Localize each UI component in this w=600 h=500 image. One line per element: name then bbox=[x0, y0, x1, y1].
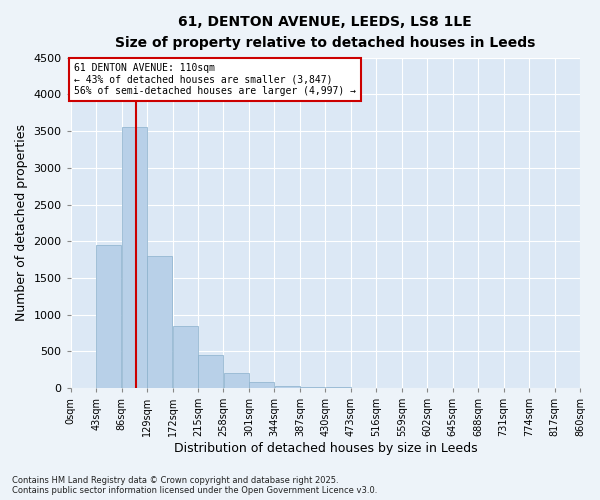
Bar bbox=[249, 382, 274, 388]
Text: 61 DENTON AVENUE: 110sqm
← 43% of detached houses are smaller (3,847)
56% of sem: 61 DENTON AVENUE: 110sqm ← 43% of detach… bbox=[74, 63, 356, 96]
Bar bbox=[224, 374, 249, 388]
Title: 61, DENTON AVENUE, LEEDS, LS8 1LE
Size of property relative to detached houses i: 61, DENTON AVENUE, LEEDS, LS8 1LE Size o… bbox=[115, 15, 536, 50]
Bar bbox=[97, 245, 121, 388]
Bar bbox=[198, 355, 223, 388]
X-axis label: Distribution of detached houses by size in Leeds: Distribution of detached houses by size … bbox=[173, 442, 477, 455]
Bar bbox=[300, 387, 325, 388]
Bar bbox=[173, 326, 198, 388]
Y-axis label: Number of detached properties: Number of detached properties bbox=[15, 124, 28, 322]
Bar bbox=[122, 128, 147, 388]
Bar bbox=[275, 386, 300, 388]
Text: Contains HM Land Registry data © Crown copyright and database right 2025.
Contai: Contains HM Land Registry data © Crown c… bbox=[12, 476, 377, 495]
Bar bbox=[147, 256, 172, 388]
